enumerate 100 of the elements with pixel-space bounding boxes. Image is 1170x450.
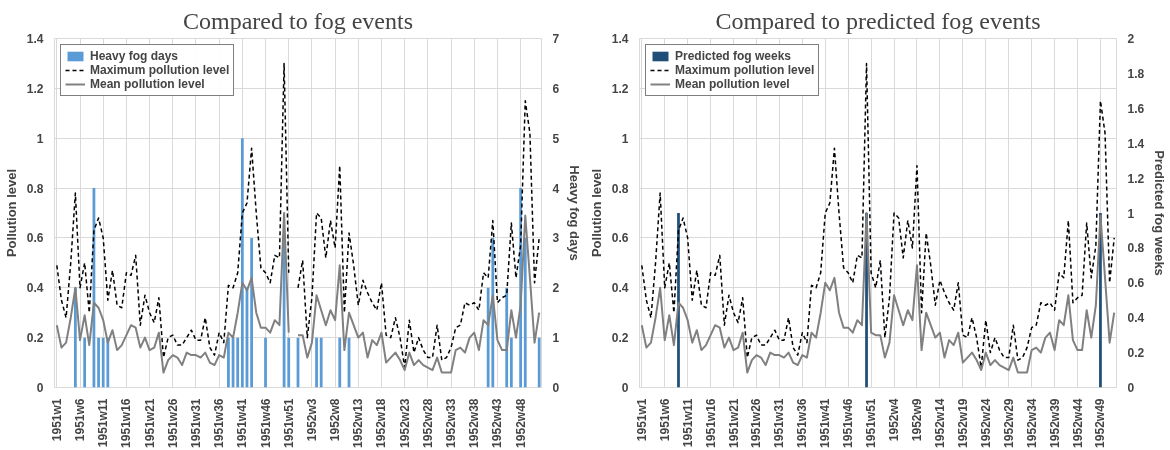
bar xyxy=(319,337,323,388)
x-tick-label: 1952w3 xyxy=(304,398,319,442)
x-tick-label: 1952w29 xyxy=(1001,398,1016,448)
x-tick-label: 1952w18 xyxy=(374,398,389,448)
bar xyxy=(236,337,240,388)
bar xyxy=(101,337,105,388)
y2-tick-label: 3 xyxy=(552,231,560,246)
y-tick-label: 0.2 xyxy=(611,331,629,346)
y2-tick-label: 2 xyxy=(1127,32,1135,46)
x-tick-label: 1951w46 xyxy=(841,398,856,448)
x-tick-label: 1951w36 xyxy=(795,398,810,448)
x-tick-label: 1952w33 xyxy=(444,398,459,448)
x-tick-label: 1951w16 xyxy=(119,398,134,448)
y2-tick-label: 1.8 xyxy=(1127,66,1145,81)
y2-tick-label: 6 xyxy=(552,81,560,96)
x-tick-label: 1952w8 xyxy=(328,398,343,442)
y2-tick-label: 4 xyxy=(552,181,560,196)
bar xyxy=(97,337,100,388)
y-tick-label: 1.2 xyxy=(611,81,629,96)
x-tick-label: 1951w11 xyxy=(96,398,111,448)
x-tick-label: 1952w39 xyxy=(1047,398,1062,448)
x-tick-label: 1952w19 xyxy=(955,398,970,448)
legend-label: Heavy fog days xyxy=(90,49,179,63)
y2-tick-label: 1 xyxy=(1127,206,1135,221)
x-tick-label: 1952w23 xyxy=(397,398,412,448)
y-tick-label: 0.8 xyxy=(26,181,44,196)
x-tick-label: 1951w46 xyxy=(258,398,273,448)
y2-tick-label: 0.6 xyxy=(1127,276,1145,291)
y2-tick-label: 0 xyxy=(1127,381,1135,395)
y-tick-label: 1.4 xyxy=(26,32,44,46)
x-tick-label: 1951w1 xyxy=(49,398,64,442)
y-axis-title: Pollution level xyxy=(588,168,604,258)
x-tick-label: 1952w13 xyxy=(351,398,366,448)
x-tick-label: 1952w44 xyxy=(1070,398,1085,448)
bar xyxy=(287,337,291,388)
legend-label: Maximum pollution level xyxy=(675,63,815,77)
y-tick-label: 0.4 xyxy=(611,281,629,296)
x-tick-label: 1951w51 xyxy=(864,398,879,448)
x-tick-label: 1951w6 xyxy=(73,398,88,442)
y2-tick-label: 1 xyxy=(552,331,560,346)
x-tick-label: 1952w38 xyxy=(467,398,482,448)
x-tick-label: 1951w1 xyxy=(634,398,649,442)
y2-tick-label: 0 xyxy=(552,381,560,395)
x-tick-label: 1951w26 xyxy=(165,398,180,448)
y2-tick-label: 0.8 xyxy=(1127,241,1145,256)
y2-tick-label: 7 xyxy=(552,32,560,46)
x-tick-label: 1951w36 xyxy=(212,398,227,448)
y2-tick-label: 1.2 xyxy=(1127,171,1145,186)
x-tick-label: 1952w48 xyxy=(513,398,528,448)
chart-title: Compared to fog events xyxy=(183,7,413,34)
x-tick-label: 1951w6 xyxy=(657,398,672,442)
x-tick-label: 1952w28 xyxy=(420,398,435,448)
x-tick-label: 1951w11 xyxy=(680,398,695,448)
x-tick-label: 1951w31 xyxy=(772,398,787,448)
x-tick-label: 1951w16 xyxy=(703,398,718,448)
x-tick-label: 1951w21 xyxy=(142,398,157,448)
x-tick-label: 1952w43 xyxy=(490,398,505,448)
x-tick-label: 1951w26 xyxy=(749,398,764,448)
y2-tick-label: 1.4 xyxy=(1127,136,1145,151)
y2-tick-label: 0.2 xyxy=(1127,346,1145,361)
x-tick-label: 1952w49 xyxy=(1093,398,1108,448)
y2-tick-label: 0.4 xyxy=(1127,311,1145,326)
legend-label: Mean pollution level xyxy=(675,77,790,91)
x-tick-label: 1951w21 xyxy=(726,398,741,448)
y-tick-label: 0.8 xyxy=(611,181,629,196)
x-tick-label: 1951w41 xyxy=(235,398,250,448)
bar xyxy=(523,237,527,388)
legend-label: Maximum pollution level xyxy=(90,63,230,77)
x-tick-label: 1952w24 xyxy=(978,398,993,448)
y2-tick-label: 1.6 xyxy=(1127,101,1145,116)
y2-tick-label: 5 xyxy=(552,131,560,146)
y-tick-label: 1 xyxy=(621,131,629,146)
bar xyxy=(83,337,87,388)
bar xyxy=(509,337,513,388)
bar xyxy=(315,337,318,388)
y-tick-label: 1.2 xyxy=(26,81,44,96)
y-tick-label: 0 xyxy=(621,381,629,395)
x-tick-label: 1951w51 xyxy=(281,398,296,448)
bar xyxy=(338,337,342,388)
legend-label: Predicted fog weeks xyxy=(675,49,792,63)
y-tick-label: 0 xyxy=(36,381,44,395)
y-tick-label: 0.4 xyxy=(26,281,44,296)
y-tick-label: 0.6 xyxy=(26,231,44,246)
y2-axis-title: Predicted fog weeks xyxy=(1152,150,1168,276)
bar xyxy=(250,237,254,388)
legend-label: Mean pollution level xyxy=(90,77,205,91)
bar xyxy=(537,337,541,388)
x-tick-label: 1952w14 xyxy=(932,398,947,448)
y2-tick-label: 2 xyxy=(552,281,560,296)
bar xyxy=(227,337,230,388)
y2-axis-title: Heavy fog days xyxy=(567,165,583,261)
y-axis-title: Pollution level xyxy=(3,168,19,258)
y-tick-label: 1.4 xyxy=(611,32,629,46)
bar xyxy=(240,138,244,388)
x-tick-label: 1951w31 xyxy=(188,398,203,448)
y-tick-label: 0.2 xyxy=(26,331,44,346)
chart-title: Compared to predicted fog events xyxy=(715,7,1041,34)
x-tick-label: 1951w41 xyxy=(818,398,833,448)
x-tick-label: 1952w9 xyxy=(909,398,924,442)
line-series xyxy=(640,212,1116,374)
